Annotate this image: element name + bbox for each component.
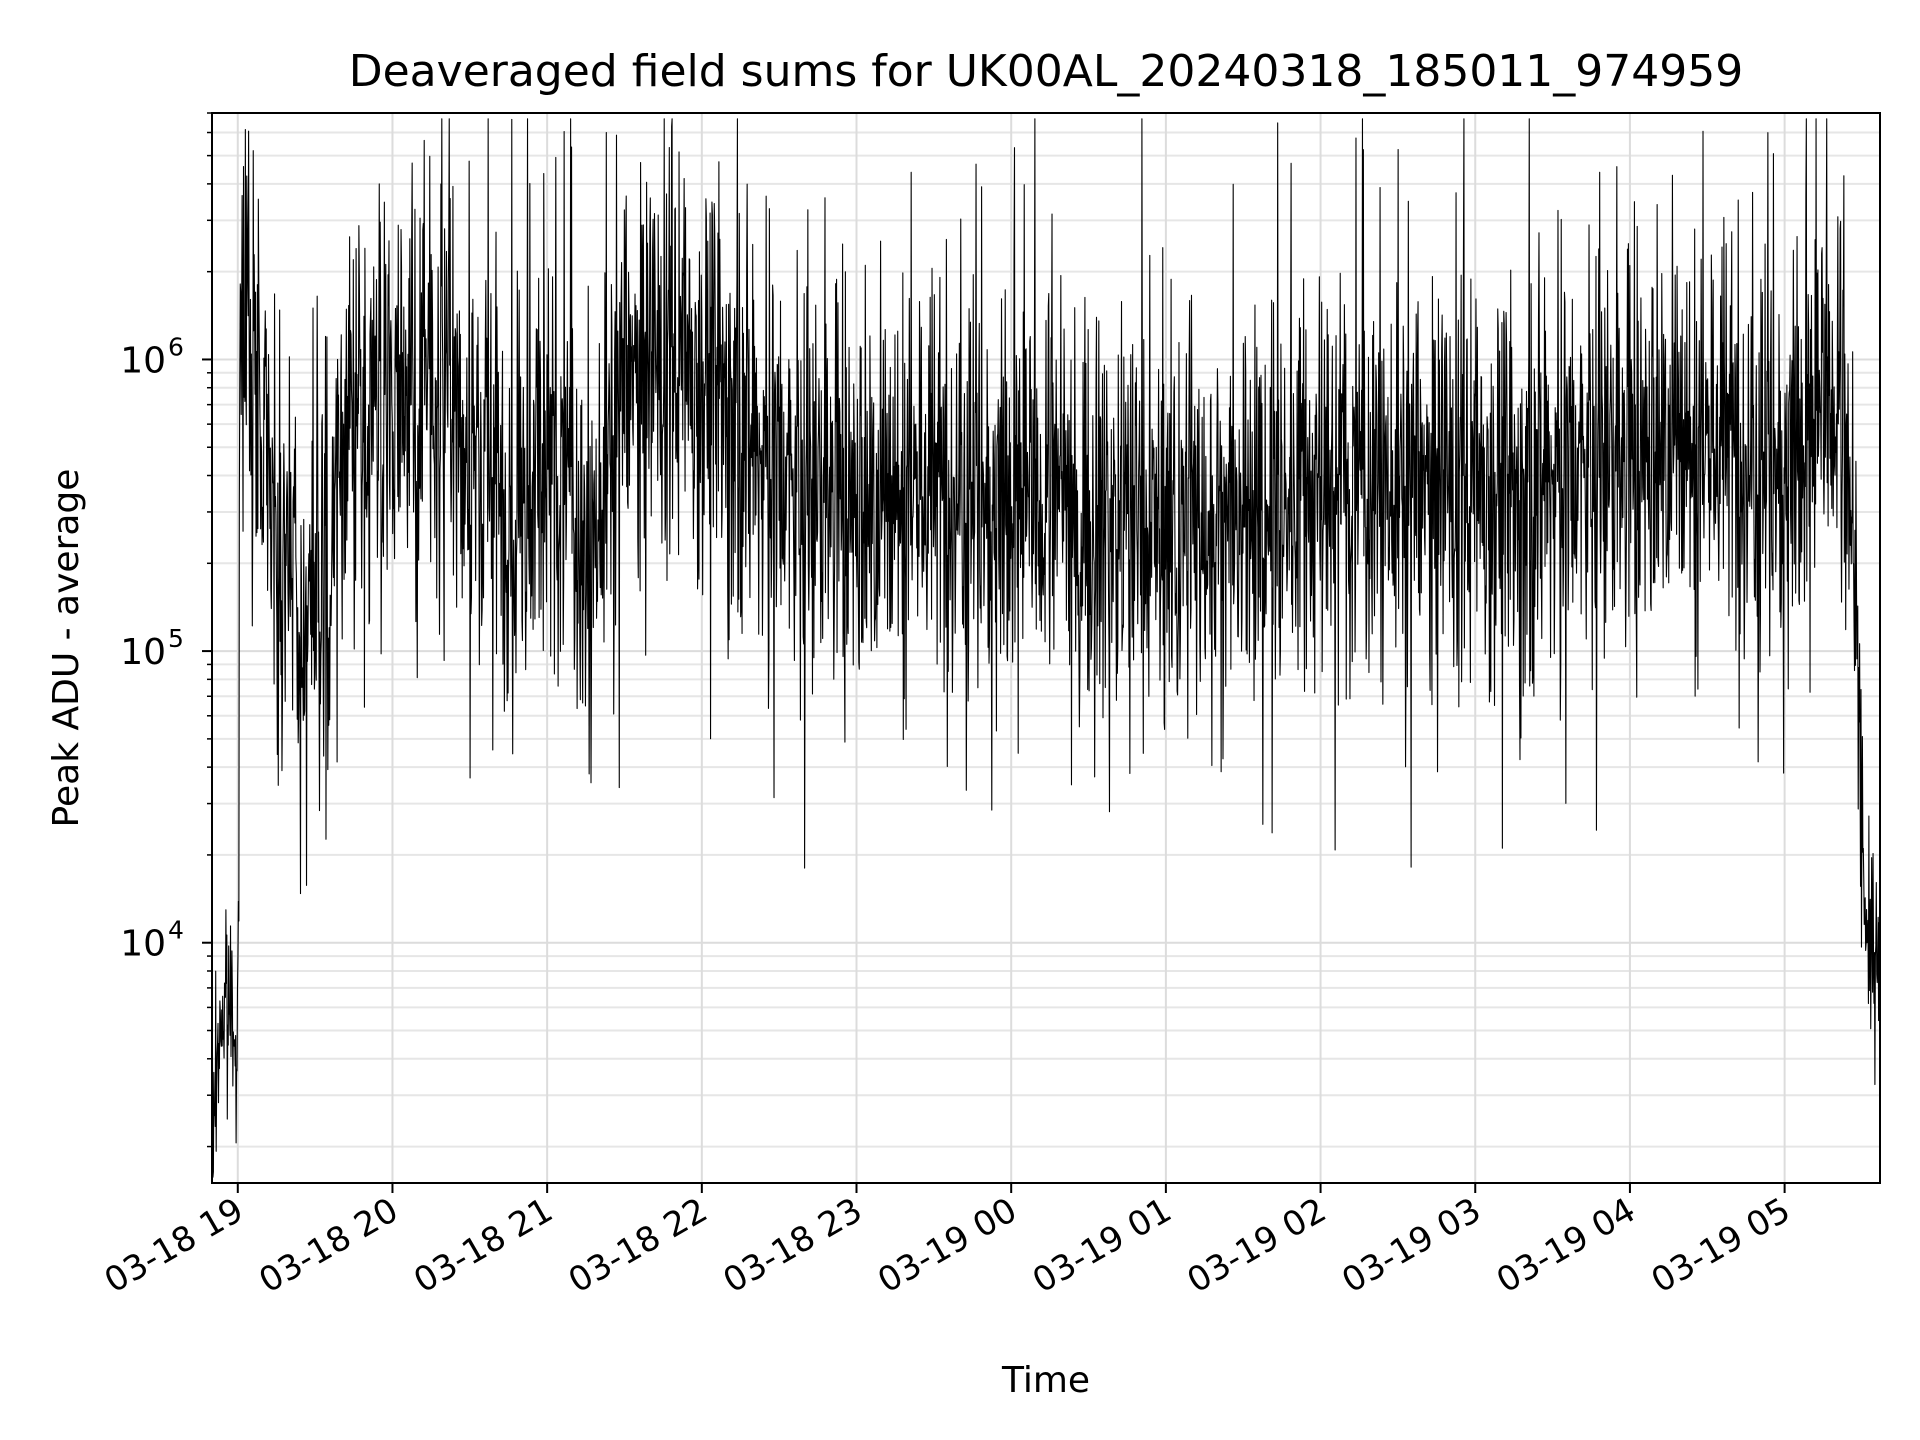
x-axis-label: Time xyxy=(1001,1360,1090,1401)
series-lines xyxy=(211,118,1881,1178)
y-tick-label: 10 xyxy=(120,340,166,381)
y-tick-label: 10 xyxy=(120,632,166,673)
chart-title: Deaveraged field sums for UK00AL_2024031… xyxy=(349,46,1744,97)
y-tick-exponent: 6 xyxy=(168,332,184,361)
plot-frame xyxy=(211,112,1881,1184)
y-axis-label: Peak ADU - average xyxy=(46,469,87,828)
y-tick-label: 10 xyxy=(120,924,166,965)
y-tick-exponent: 4 xyxy=(168,916,184,945)
series-line xyxy=(211,118,1881,1178)
y-tick-exponent: 5 xyxy=(168,624,184,653)
